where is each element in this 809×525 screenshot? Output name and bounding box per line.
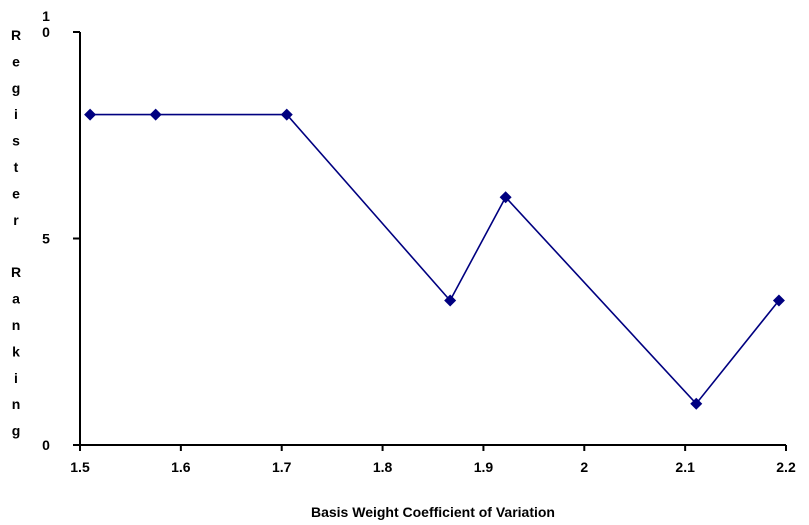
y-axis-title-letter: n: [12, 317, 21, 333]
y-axis-title-letter: n: [12, 396, 21, 412]
data-point: [690, 397, 703, 410]
y-tick-label: 5: [42, 231, 50, 247]
y-tick-label-char: 1: [42, 8, 50, 24]
data-point: [149, 108, 162, 121]
y-axis-title-letter: k: [12, 343, 20, 359]
x-tick-label: 1.6: [171, 459, 191, 475]
y-tick-label-char: 0: [42, 24, 50, 40]
y-axis-title-letter: R: [11, 264, 21, 280]
series-line: [90, 113, 780, 405]
data-point: [499, 191, 512, 204]
x-tick-label: 2: [580, 459, 588, 475]
y-axis-title-letter: R: [11, 27, 21, 43]
y-axis-title-letter: e: [12, 53, 20, 69]
y-tick-label: 0: [42, 437, 50, 453]
y-axis-title-letter: e: [12, 185, 20, 201]
x-tick-label: 1.9: [474, 459, 494, 475]
x-tick-label: 1.5: [70, 459, 90, 475]
x-tick-label: 2.2: [776, 459, 796, 475]
y-tick-label: 10: [42, 8, 50, 40]
x-tick-label: 2.1: [675, 459, 695, 475]
y-axis-title-letter: g: [12, 423, 21, 439]
axes: [79, 32, 786, 446]
y-axis-title-letter: i: [14, 106, 18, 122]
x-axis-title: Basis Weight Coefficient of Variation: [311, 504, 555, 520]
data-point: [772, 294, 785, 307]
data-point: [444, 294, 457, 307]
x-tick-label: 1.7: [272, 459, 292, 475]
series-layer: [84, 108, 785, 410]
y-axis-title-letter: a: [12, 291, 20, 307]
y-axis-title-letter: i: [14, 370, 18, 386]
y-axis-title-letter: t: [14, 159, 19, 175]
y-axis-title-letter: s: [12, 133, 20, 149]
y-axis-title-letter: g: [12, 80, 21, 96]
data-point: [280, 108, 293, 121]
y-axis-title-letter: r: [13, 212, 19, 228]
x-tick-label: 1.8: [373, 459, 393, 475]
data-point: [84, 108, 97, 121]
x-ticks: 1.5 1.6 1.7 1.8 1.9 2 2.1 2.2: [70, 445, 796, 475]
